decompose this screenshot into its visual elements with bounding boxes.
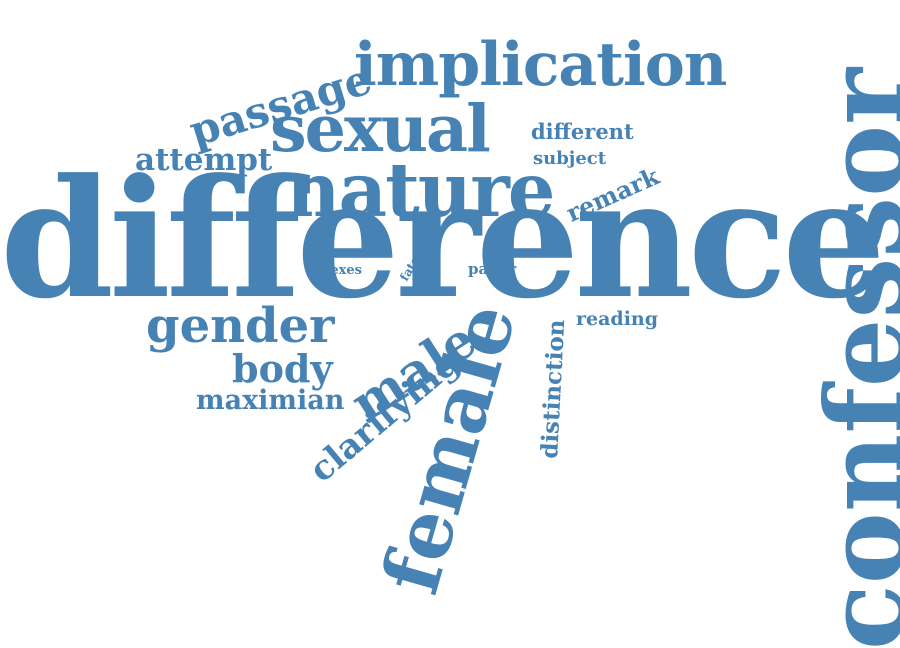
word-distinction: distinction [536, 318, 571, 460]
word-sexes: sexes [323, 263, 362, 278]
word-reading: reading [576, 308, 659, 330]
word-confessor: confessor [803, 67, 900, 648]
word-implication: implication [354, 30, 727, 100]
word-paper: paper [468, 260, 517, 278]
word-maximian: maximian [196, 385, 345, 416]
word-sexual: sexual [270, 91, 491, 167]
word-gender: gender [146, 298, 335, 354]
word-nature: nature [286, 146, 556, 234]
word-attempt: attempt [135, 142, 273, 178]
word-body: body [232, 346, 333, 391]
word-subject: subject [533, 148, 607, 169]
word-different: different [531, 119, 634, 144]
word-difference: difference [0, 144, 886, 335]
